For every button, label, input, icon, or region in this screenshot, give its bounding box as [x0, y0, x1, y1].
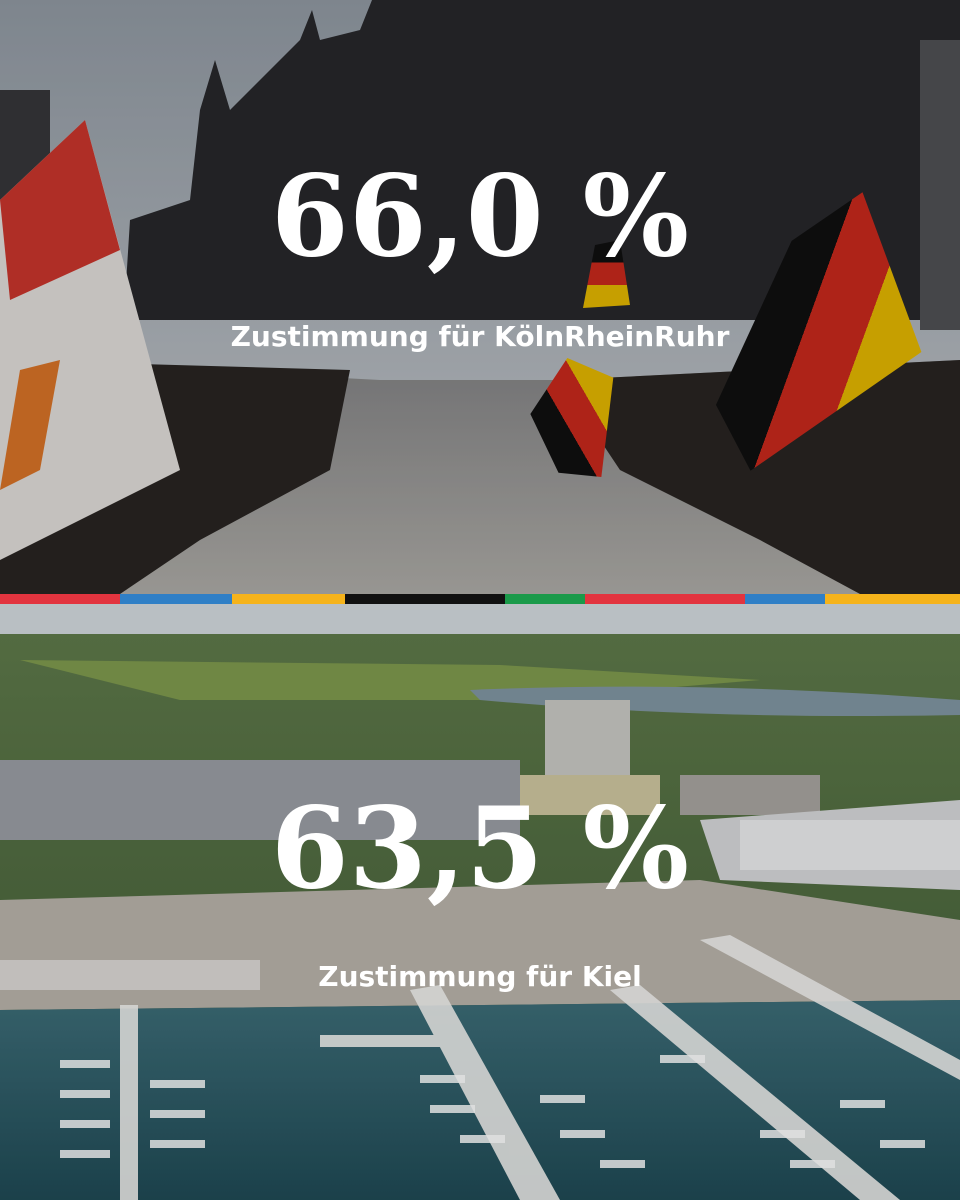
approval-caption: Zustimmung für Kiel — [318, 960, 641, 993]
color-stripe — [0, 594, 960, 604]
approval-figure: 66,0 % — [271, 151, 689, 282]
approval-figure: 63,5 % — [271, 783, 689, 914]
approval-caption: Zustimmung für KölnRheinRuhr — [231, 320, 730, 353]
photo-cologne: 66,0 % Zustimmung für KölnRheinRuhr — [0, 0, 960, 594]
photo-kiel: 63,5 % Zustimmung für Kiel — [0, 604, 960, 1200]
